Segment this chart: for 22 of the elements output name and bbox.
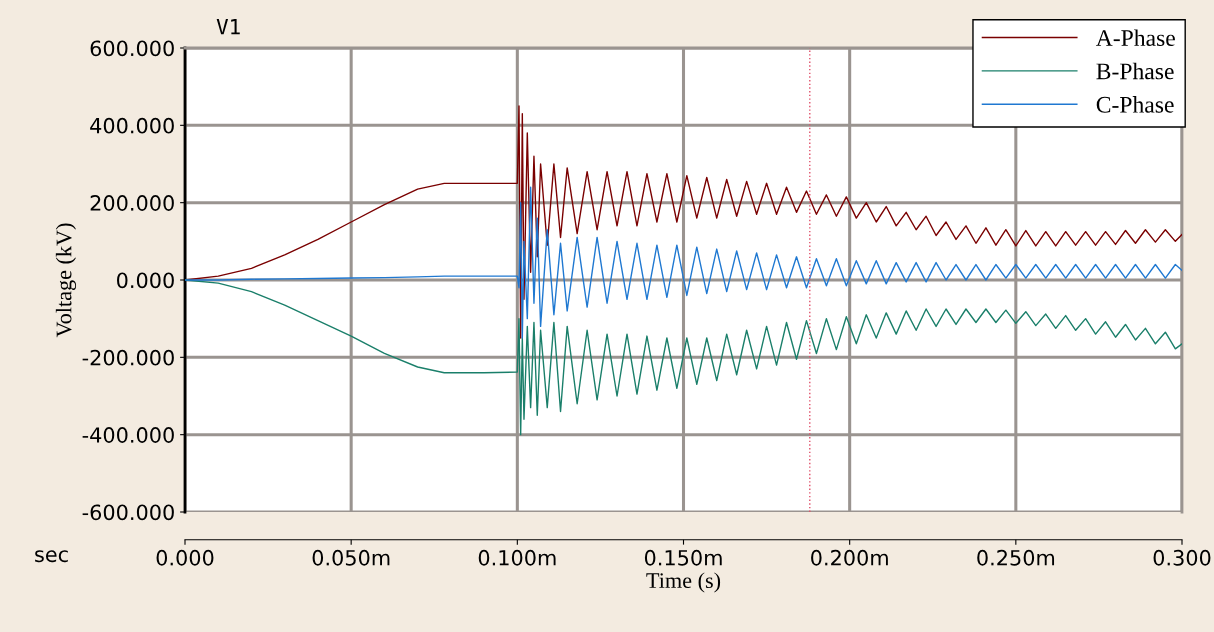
text: V1 xyxy=(216,19,240,35)
y-tick-label: -200.000 xyxy=(82,349,174,366)
x-tick-label: 0.000 xyxy=(156,549,214,566)
x-axis-title: Time (s) xyxy=(646,572,721,593)
x-tick-label: 0.200m xyxy=(811,549,888,566)
y-axis-title: Voltage (kV) xyxy=(55,223,77,338)
text: sec xyxy=(35,550,68,563)
y-tick-label: -400.000 xyxy=(82,427,174,443)
y-tick-label: 400.000 xyxy=(90,117,174,134)
x-tick-label: 0.150m xyxy=(644,549,722,566)
x-tick-label: 0.100m xyxy=(478,549,556,566)
x-tick-label: 0.250m xyxy=(977,549,1055,566)
legend-label: C-Phase xyxy=(1096,96,1174,113)
x-tick-label: 0.050m xyxy=(312,549,390,566)
y-tick-label: 600.000 xyxy=(90,40,174,57)
y-tick-label: 200.000 xyxy=(90,195,174,211)
line-series xyxy=(185,186,1182,339)
legend-label: B-Phase xyxy=(1096,62,1174,80)
legend-label: A-Phase xyxy=(1095,29,1175,47)
y-tick-label: 0.000 xyxy=(117,272,174,289)
x-tick-label: 0.300 xyxy=(1153,549,1211,566)
y-tick-label: -600.000 xyxy=(82,504,174,521)
